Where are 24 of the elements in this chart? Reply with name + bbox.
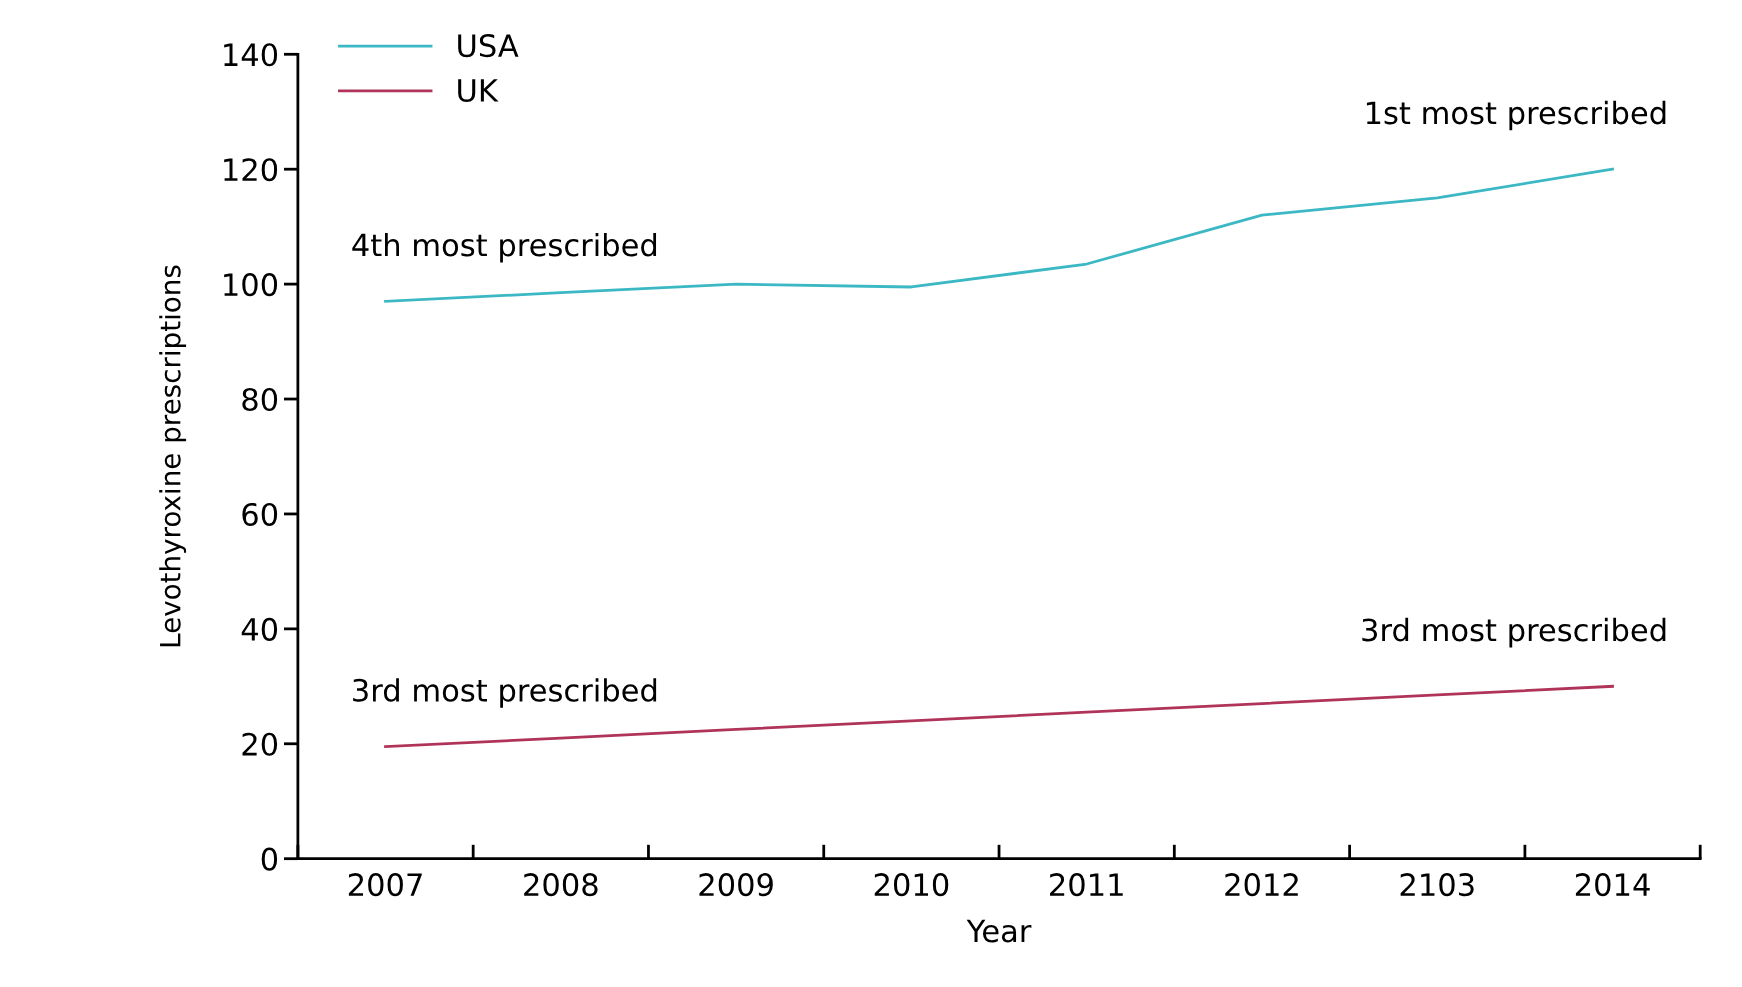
x-axis-title: Year [966, 919, 1032, 943]
x-tick-label: 2011 [1050, 873, 1123, 897]
annotation: 3rd most prescribed [353, 678, 657, 708]
x-tick-label: 2008 [524, 873, 598, 897]
legend-label: UK [458, 79, 499, 103]
y-tick-label: 120 [224, 158, 278, 182]
annotation: 4th most prescribed [352, 232, 657, 263]
annotation: 3rd most prescribed [1362, 617, 1666, 648]
x-tick-label: 2007 [348, 873, 422, 897]
y-axis-title: Levothyroxine prescriptions [159, 265, 187, 647]
y-tick-label: 100 [224, 273, 278, 297]
x-tick-label: 2014 [1575, 873, 1650, 897]
y-tick-label: 140 [224, 43, 278, 67]
x-tick-label: 2009 [699, 873, 773, 897]
annotation: 1st most prescribed [1366, 100, 1666, 131]
y-tick-label: 80 [242, 387, 278, 412]
x-tick-label: 2103 [1400, 873, 1474, 897]
y-tick-label: 20 [242, 732, 278, 756]
x-tick-label: 2010 [874, 873, 949, 897]
legend-label: USA [458, 34, 519, 58]
y-tick-label: 40 [241, 617, 278, 641]
x-tick-label: 2012 [1225, 873, 1298, 897]
y-tick-label: 0 [261, 847, 278, 871]
y-tick-label: 60 [242, 502, 278, 526]
